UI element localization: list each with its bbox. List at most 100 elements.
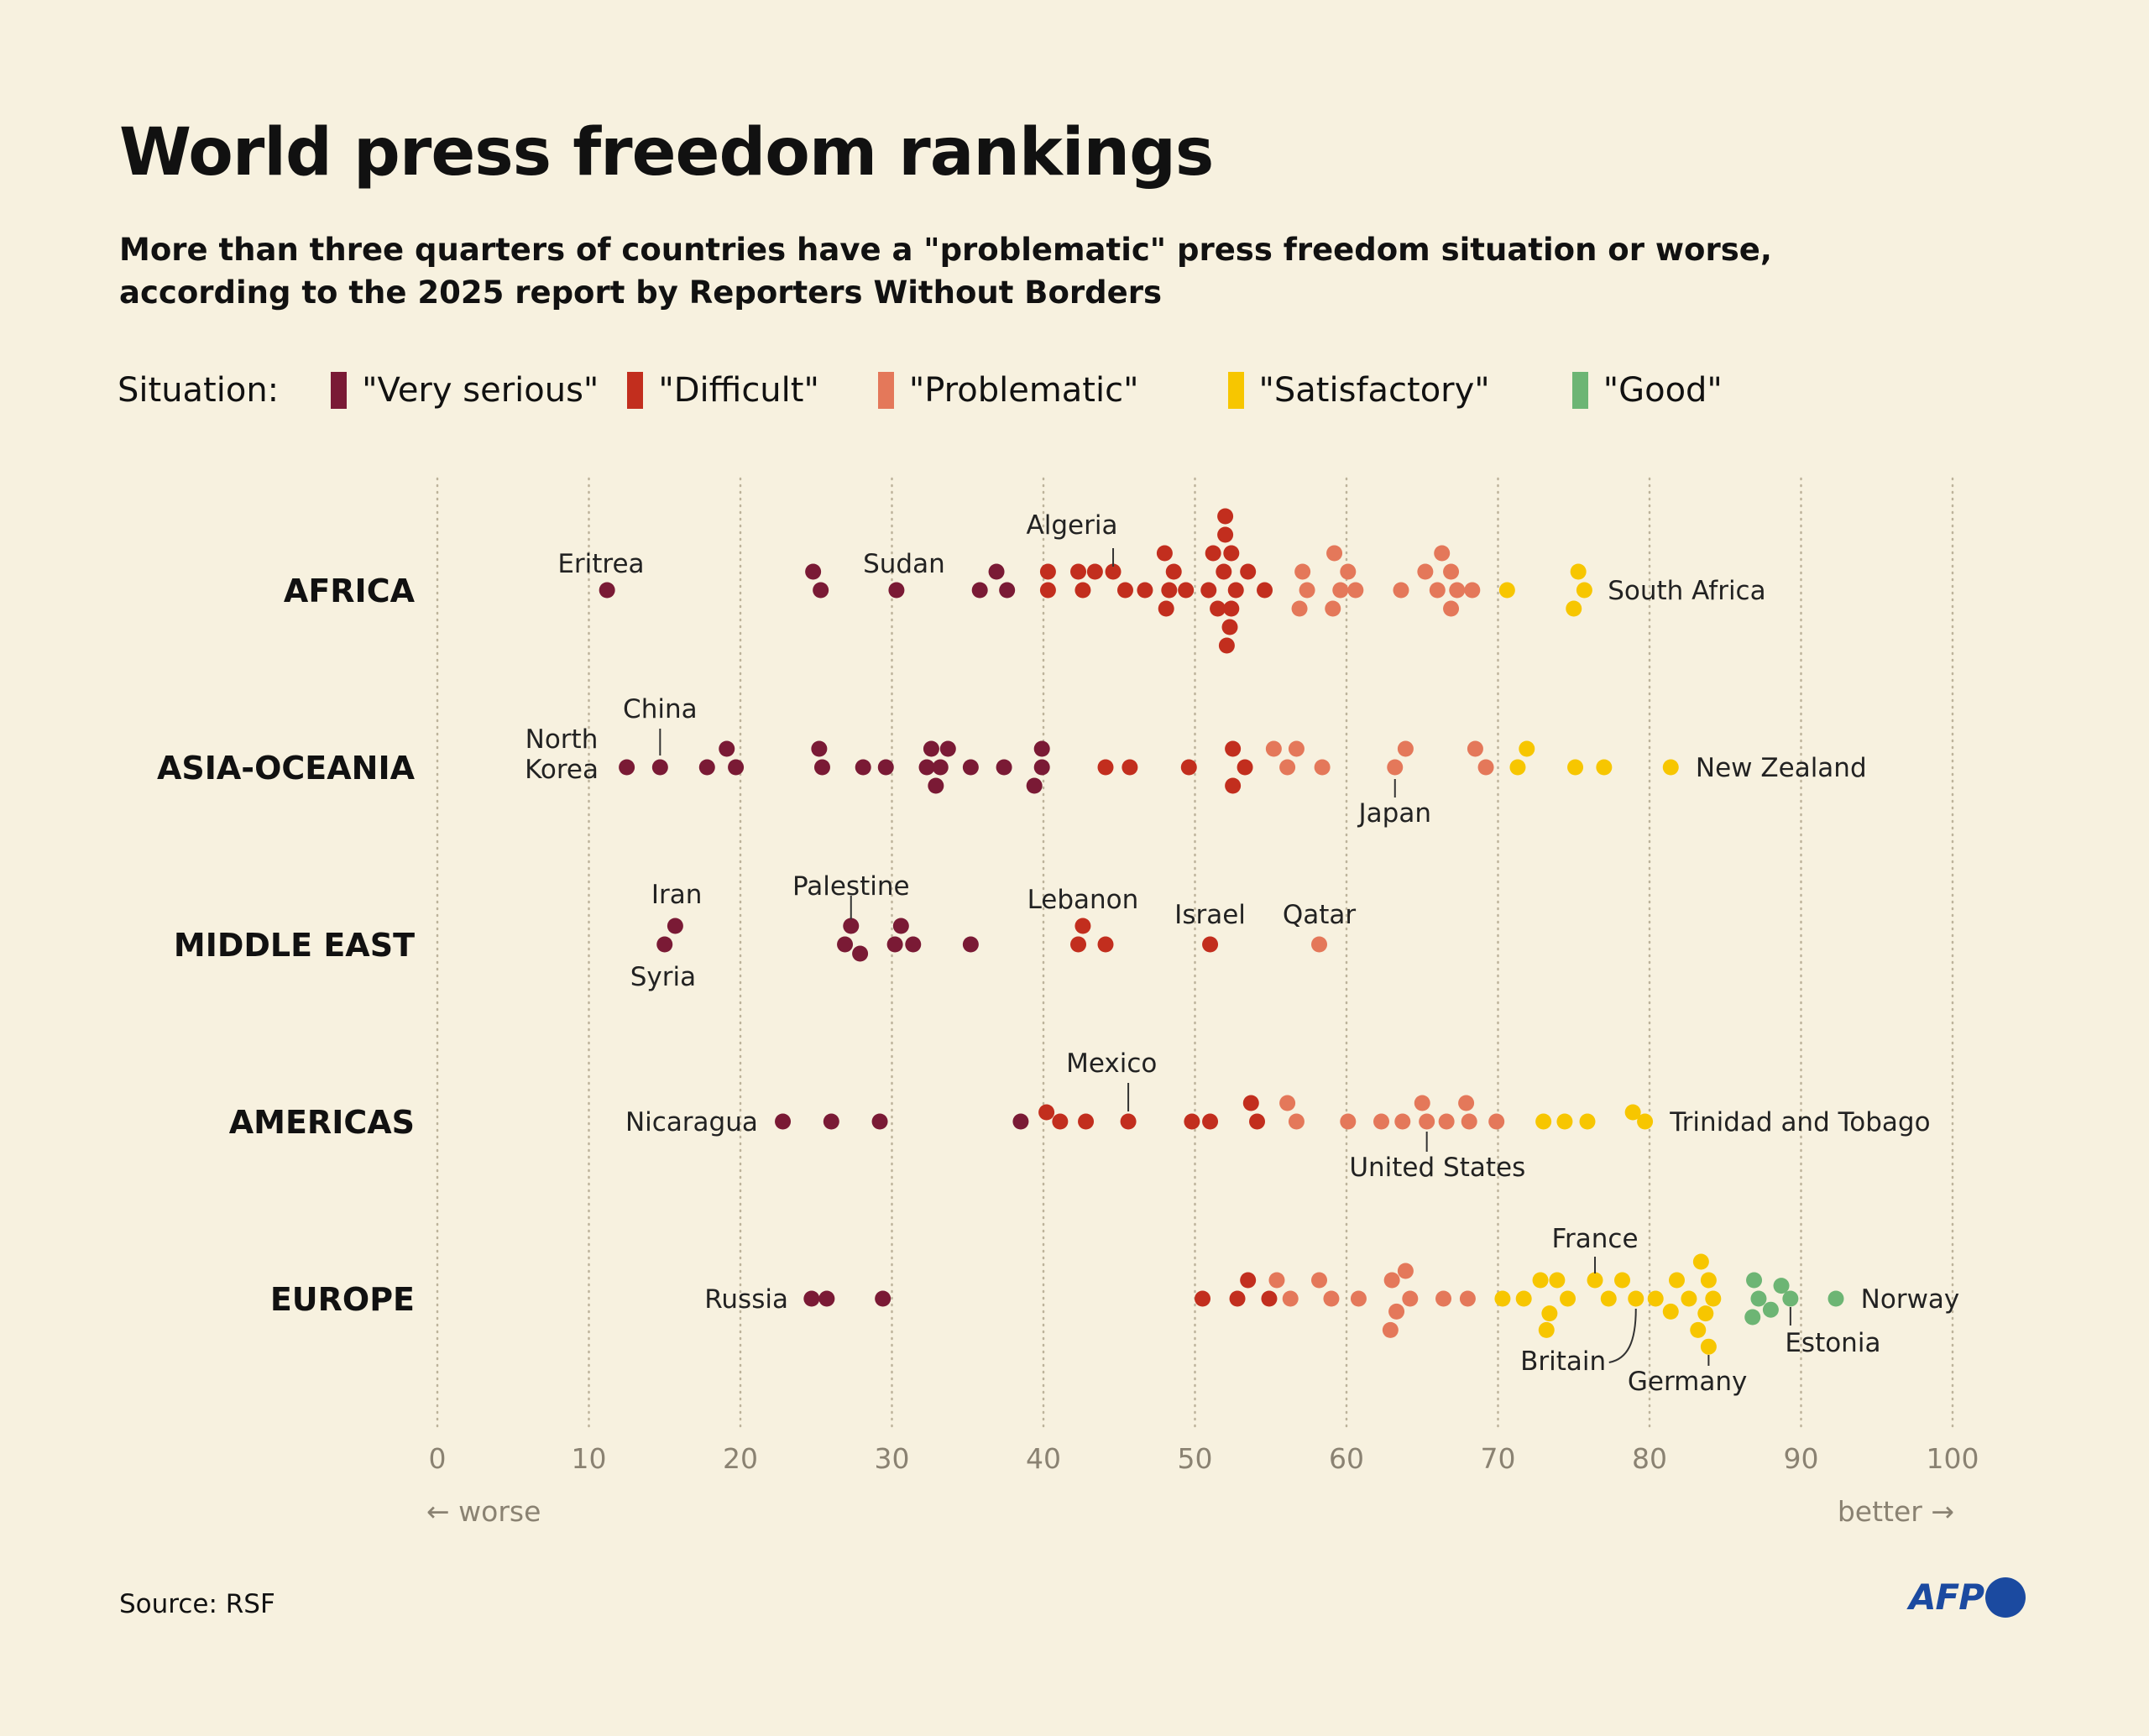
country-label-estonia: Estonia <box>1785 1328 1880 1358</box>
country-dot <box>905 936 922 953</box>
country-dot <box>1662 759 1679 776</box>
country-dot <box>939 740 956 757</box>
country-dot <box>1467 740 1483 757</box>
country-dot <box>1458 1095 1475 1111</box>
country-dot <box>1120 1113 1137 1130</box>
country-dot <box>1429 582 1446 599</box>
country-dot <box>1202 1113 1219 1130</box>
country-dot <box>1249 1113 1266 1130</box>
country-dot <box>886 936 903 953</box>
country-dot <box>1237 759 1253 776</box>
country-dot <box>1299 582 1315 599</box>
region-label: EUROPE <box>270 1281 415 1318</box>
country-dot <box>1240 563 1257 580</box>
country-dot <box>1567 759 1584 776</box>
legend-swatch-difficult <box>627 372 644 409</box>
chart-subtitle: More than three quarters of countries ha… <box>119 228 1882 314</box>
country-dot <box>823 1113 839 1130</box>
legend-text-problematic: "Problematic" <box>908 371 1139 410</box>
country-dot <box>1750 1290 1767 1307</box>
country-dot <box>1570 563 1587 580</box>
country-label-united-states: United States <box>1349 1153 1525 1183</box>
country-label-britain: Britain <box>1520 1346 1606 1377</box>
legend-item-very-serious: "Very serious" <box>331 371 599 410</box>
country-dot <box>1311 936 1328 953</box>
country-dot <box>1097 936 1114 953</box>
country-dot <box>1074 582 1091 599</box>
country-dot <box>698 759 715 776</box>
country-dot <box>1223 545 1240 562</box>
country-dot <box>1325 600 1341 617</box>
country-dot <box>1314 759 1331 776</box>
country-dot <box>1402 1290 1419 1307</box>
country-dot <box>1116 582 1133 599</box>
country-dot <box>1515 1290 1532 1307</box>
country-dot <box>999 582 1016 599</box>
country-dot <box>1556 1113 1573 1130</box>
country-label-japan: Japan <box>1357 798 1431 829</box>
country-dot <box>1443 563 1460 580</box>
country-dot <box>932 759 949 776</box>
country-dot <box>1587 1272 1603 1289</box>
legend-label: Situation: <box>118 371 280 410</box>
legend-text-good: "Good" <box>1603 371 1723 410</box>
country-dot <box>1282 1290 1299 1307</box>
subtitle-line-1: More than three quarters of countries ha… <box>119 232 1772 268</box>
country-dot <box>1218 637 1235 654</box>
country-dot <box>1184 1113 1200 1130</box>
country-dot <box>1464 582 1481 599</box>
region-row-africa: AFRICA Eritrea Sudan Algeria South Africa <box>284 508 1766 654</box>
country-dot <box>1105 563 1122 580</box>
country-dot <box>996 759 1012 776</box>
country-dot <box>1323 1290 1340 1307</box>
region-label: ASIA-OCEANIA <box>157 750 416 787</box>
country-dot <box>871 1113 888 1130</box>
country-dot <box>1137 582 1153 599</box>
country-dot <box>599 582 615 599</box>
country-dot <box>1697 1305 1714 1322</box>
country-dot <box>888 582 905 599</box>
country-label-syria: Syria <box>630 962 696 992</box>
country-dot <box>875 1290 891 1307</box>
country-dot <box>1265 740 1282 757</box>
x-tick-label: 50 <box>1178 1442 1213 1475</box>
country-dot <box>1435 1290 1452 1307</box>
country-dot <box>1382 1321 1399 1338</box>
country-dot <box>1438 1113 1455 1130</box>
country-dot <box>1459 1290 1476 1307</box>
country-dot <box>918 759 935 776</box>
country-dot <box>1488 1113 1505 1130</box>
country-dot <box>1535 1113 1552 1130</box>
country-dot <box>1242 1095 1259 1111</box>
country-dot <box>1762 1301 1779 1318</box>
source-note: Source: RSF <box>119 1589 275 1619</box>
legend-swatch-good <box>1571 372 1588 409</box>
country-dot <box>1311 1272 1328 1289</box>
region-row-americas: AMERICAS Nicaragua Mexico United States Trin… <box>229 1048 1931 1183</box>
country-dot <box>1225 777 1242 794</box>
country-label-eritrea: Eritrea <box>557 549 644 579</box>
legend-item-satisfactory: "Satisfactory" <box>1227 371 1490 410</box>
country-dot <box>1383 1272 1400 1289</box>
country-dot <box>1012 1113 1029 1130</box>
country-label-norway: Norway <box>1861 1284 1960 1315</box>
country-dot <box>1596 759 1613 776</box>
country-dot <box>1340 1113 1357 1130</box>
x-tick-label: 10 <box>572 1442 607 1475</box>
country-dot <box>1705 1290 1722 1307</box>
country-label-lebanon: Lebanon <box>1027 885 1139 915</box>
country-label-qatar: Qatar <box>1283 900 1357 930</box>
country-label-trinidad-and-tobago: Trinidad and Tobago <box>1669 1107 1930 1137</box>
country-dot <box>1070 563 1087 580</box>
leader-line-britain <box>1608 1308 1637 1363</box>
country-label-russia: Russia <box>704 1284 788 1315</box>
legend: Situation: "Very serious" "Difficult" "P… <box>118 369 1723 411</box>
x-tick-label: 30 <box>875 1442 910 1475</box>
country-dot <box>1122 759 1138 776</box>
country-dot <box>1340 563 1357 580</box>
country-dot <box>1240 1272 1257 1289</box>
country-dot <box>1332 582 1349 599</box>
legend-text-very-serious: "Very serious" <box>362 371 599 410</box>
country-label-china: China <box>623 694 698 724</box>
